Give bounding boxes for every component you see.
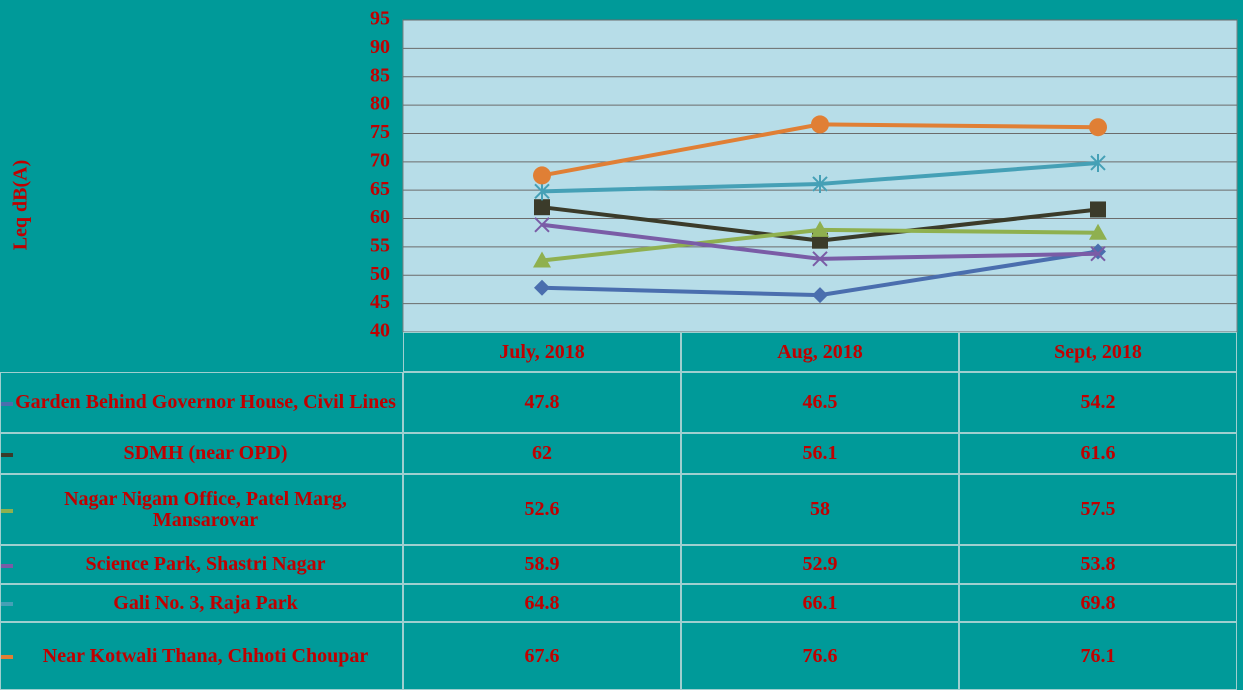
table-value-text: 52.6 xyxy=(524,498,560,520)
legend-key xyxy=(1,401,13,406)
legend-entry: SDMH (near OPD) xyxy=(0,433,403,474)
y-tick-label: 40 xyxy=(370,320,390,342)
y-tick-label: 55 xyxy=(370,235,390,257)
marker xyxy=(812,251,828,267)
legend-entry: Science Park, Shastri Nagar xyxy=(0,545,403,584)
table-value: 53.8 xyxy=(959,545,1237,584)
table-value-text: 52.9 xyxy=(802,553,838,575)
table-value: 56.1 xyxy=(681,433,959,474)
legend-entry: Nagar Nigam Office, Patel Marg, Mansarov… xyxy=(0,474,403,545)
table-value: 52.6 xyxy=(403,474,681,545)
table-value: 54.2 xyxy=(959,372,1237,433)
table-value-text: 57.5 xyxy=(1080,498,1116,520)
table-value: 69.8 xyxy=(959,584,1237,622)
marker xyxy=(534,217,550,233)
table-value: 52.9 xyxy=(681,545,959,584)
marker xyxy=(812,287,828,304)
table-value-text: 53.8 xyxy=(1080,553,1116,575)
y-tick-label: 90 xyxy=(370,36,390,58)
legend-key xyxy=(1,508,13,513)
y-tick-label: 70 xyxy=(370,149,390,171)
column-header: Sept, 2018 xyxy=(959,332,1237,372)
table-value: 58.9 xyxy=(403,545,681,584)
legend-entry-text: Garden Behind Governor House, Civil Line… xyxy=(15,391,396,413)
table-value: 76.6 xyxy=(681,622,959,690)
legend-key xyxy=(1,655,13,659)
table-value: 64.8 xyxy=(403,584,681,622)
table-value: 58 xyxy=(681,474,959,545)
column-header-text: Aug, 2018 xyxy=(777,340,863,363)
marker xyxy=(811,115,829,134)
column-header: Aug, 2018 xyxy=(681,332,959,372)
legend-key xyxy=(1,452,13,457)
column-header-text: Sept, 2018 xyxy=(1054,340,1142,363)
table-value: 57.5 xyxy=(959,474,1237,545)
marker xyxy=(1090,201,1106,218)
table-value-text: 62 xyxy=(532,442,552,464)
marker xyxy=(534,199,550,216)
y-tick-label: 65 xyxy=(370,178,390,200)
marker xyxy=(534,182,550,201)
table-value: 62 xyxy=(403,433,681,474)
marker xyxy=(812,174,828,193)
table-value-text: 58.9 xyxy=(524,553,560,575)
legend-entry-text: Near Kotwali Thana, Chhoti Choupar xyxy=(42,644,369,667)
y-tick-label: 95 xyxy=(370,8,390,30)
legend-entry: Garden Behind Governor House, Civil Line… xyxy=(0,372,403,433)
marker xyxy=(1090,153,1106,172)
table-value-text: 58 xyxy=(810,498,830,520)
table-value-text: 56.1 xyxy=(802,442,838,464)
legend-entry: Gali No. 3, Raja Park xyxy=(0,584,403,622)
legend-key xyxy=(1,563,13,568)
table-value-text: 66.1 xyxy=(802,591,838,614)
marker xyxy=(533,251,551,268)
legend-entry-text: Gali No. 3, Raja Park xyxy=(113,591,298,614)
table-value: 47.8 xyxy=(403,372,681,433)
table-value-text: 64.8 xyxy=(524,591,560,614)
marker xyxy=(1090,246,1106,262)
table-value-text: 61.6 xyxy=(1080,442,1116,464)
y-tick-label: 75 xyxy=(370,121,390,143)
table-value: 76.1 xyxy=(959,622,1237,690)
y-axis-label: Leq dB(A) xyxy=(10,160,32,251)
table-value-text: 76.1 xyxy=(1080,644,1116,667)
marker xyxy=(1089,223,1107,240)
y-tick-label: 50 xyxy=(370,263,390,285)
table-value: 61.6 xyxy=(959,433,1237,474)
column-header: July, 2018 xyxy=(403,332,681,372)
marker xyxy=(1089,118,1107,137)
y-tick-label: 80 xyxy=(370,93,390,115)
marker xyxy=(534,279,550,296)
legend-entry-text: SDMH (near OPD) xyxy=(123,442,288,464)
marker xyxy=(533,166,551,185)
table-value: 66.1 xyxy=(681,584,959,622)
table-value-text: 46.5 xyxy=(802,391,838,413)
y-tick-label: 85 xyxy=(370,64,390,86)
legend-entry-text: Nagar Nigam Office, Patel Marg, Mansarov… xyxy=(64,487,347,531)
table-value-text: 47.8 xyxy=(524,391,560,413)
table-value: 67.6 xyxy=(403,622,681,690)
table-value-text: 54.2 xyxy=(1080,391,1116,413)
legend-key xyxy=(1,602,13,606)
table-value: 46.5 xyxy=(681,372,959,433)
table-value-text: 76.6 xyxy=(802,644,838,667)
y-tick-label: 60 xyxy=(370,206,390,228)
table-value-text: 69.8 xyxy=(1080,591,1116,614)
marker xyxy=(811,220,829,237)
y-tick-label: 45 xyxy=(370,291,390,313)
legend-entry-text: Science Park, Shastri Nagar xyxy=(85,553,326,575)
table-value-text: 67.6 xyxy=(524,644,560,667)
legend-entry: Near Kotwali Thana, Chhoti Choupar xyxy=(0,622,403,690)
column-header-text: July, 2018 xyxy=(499,340,585,363)
